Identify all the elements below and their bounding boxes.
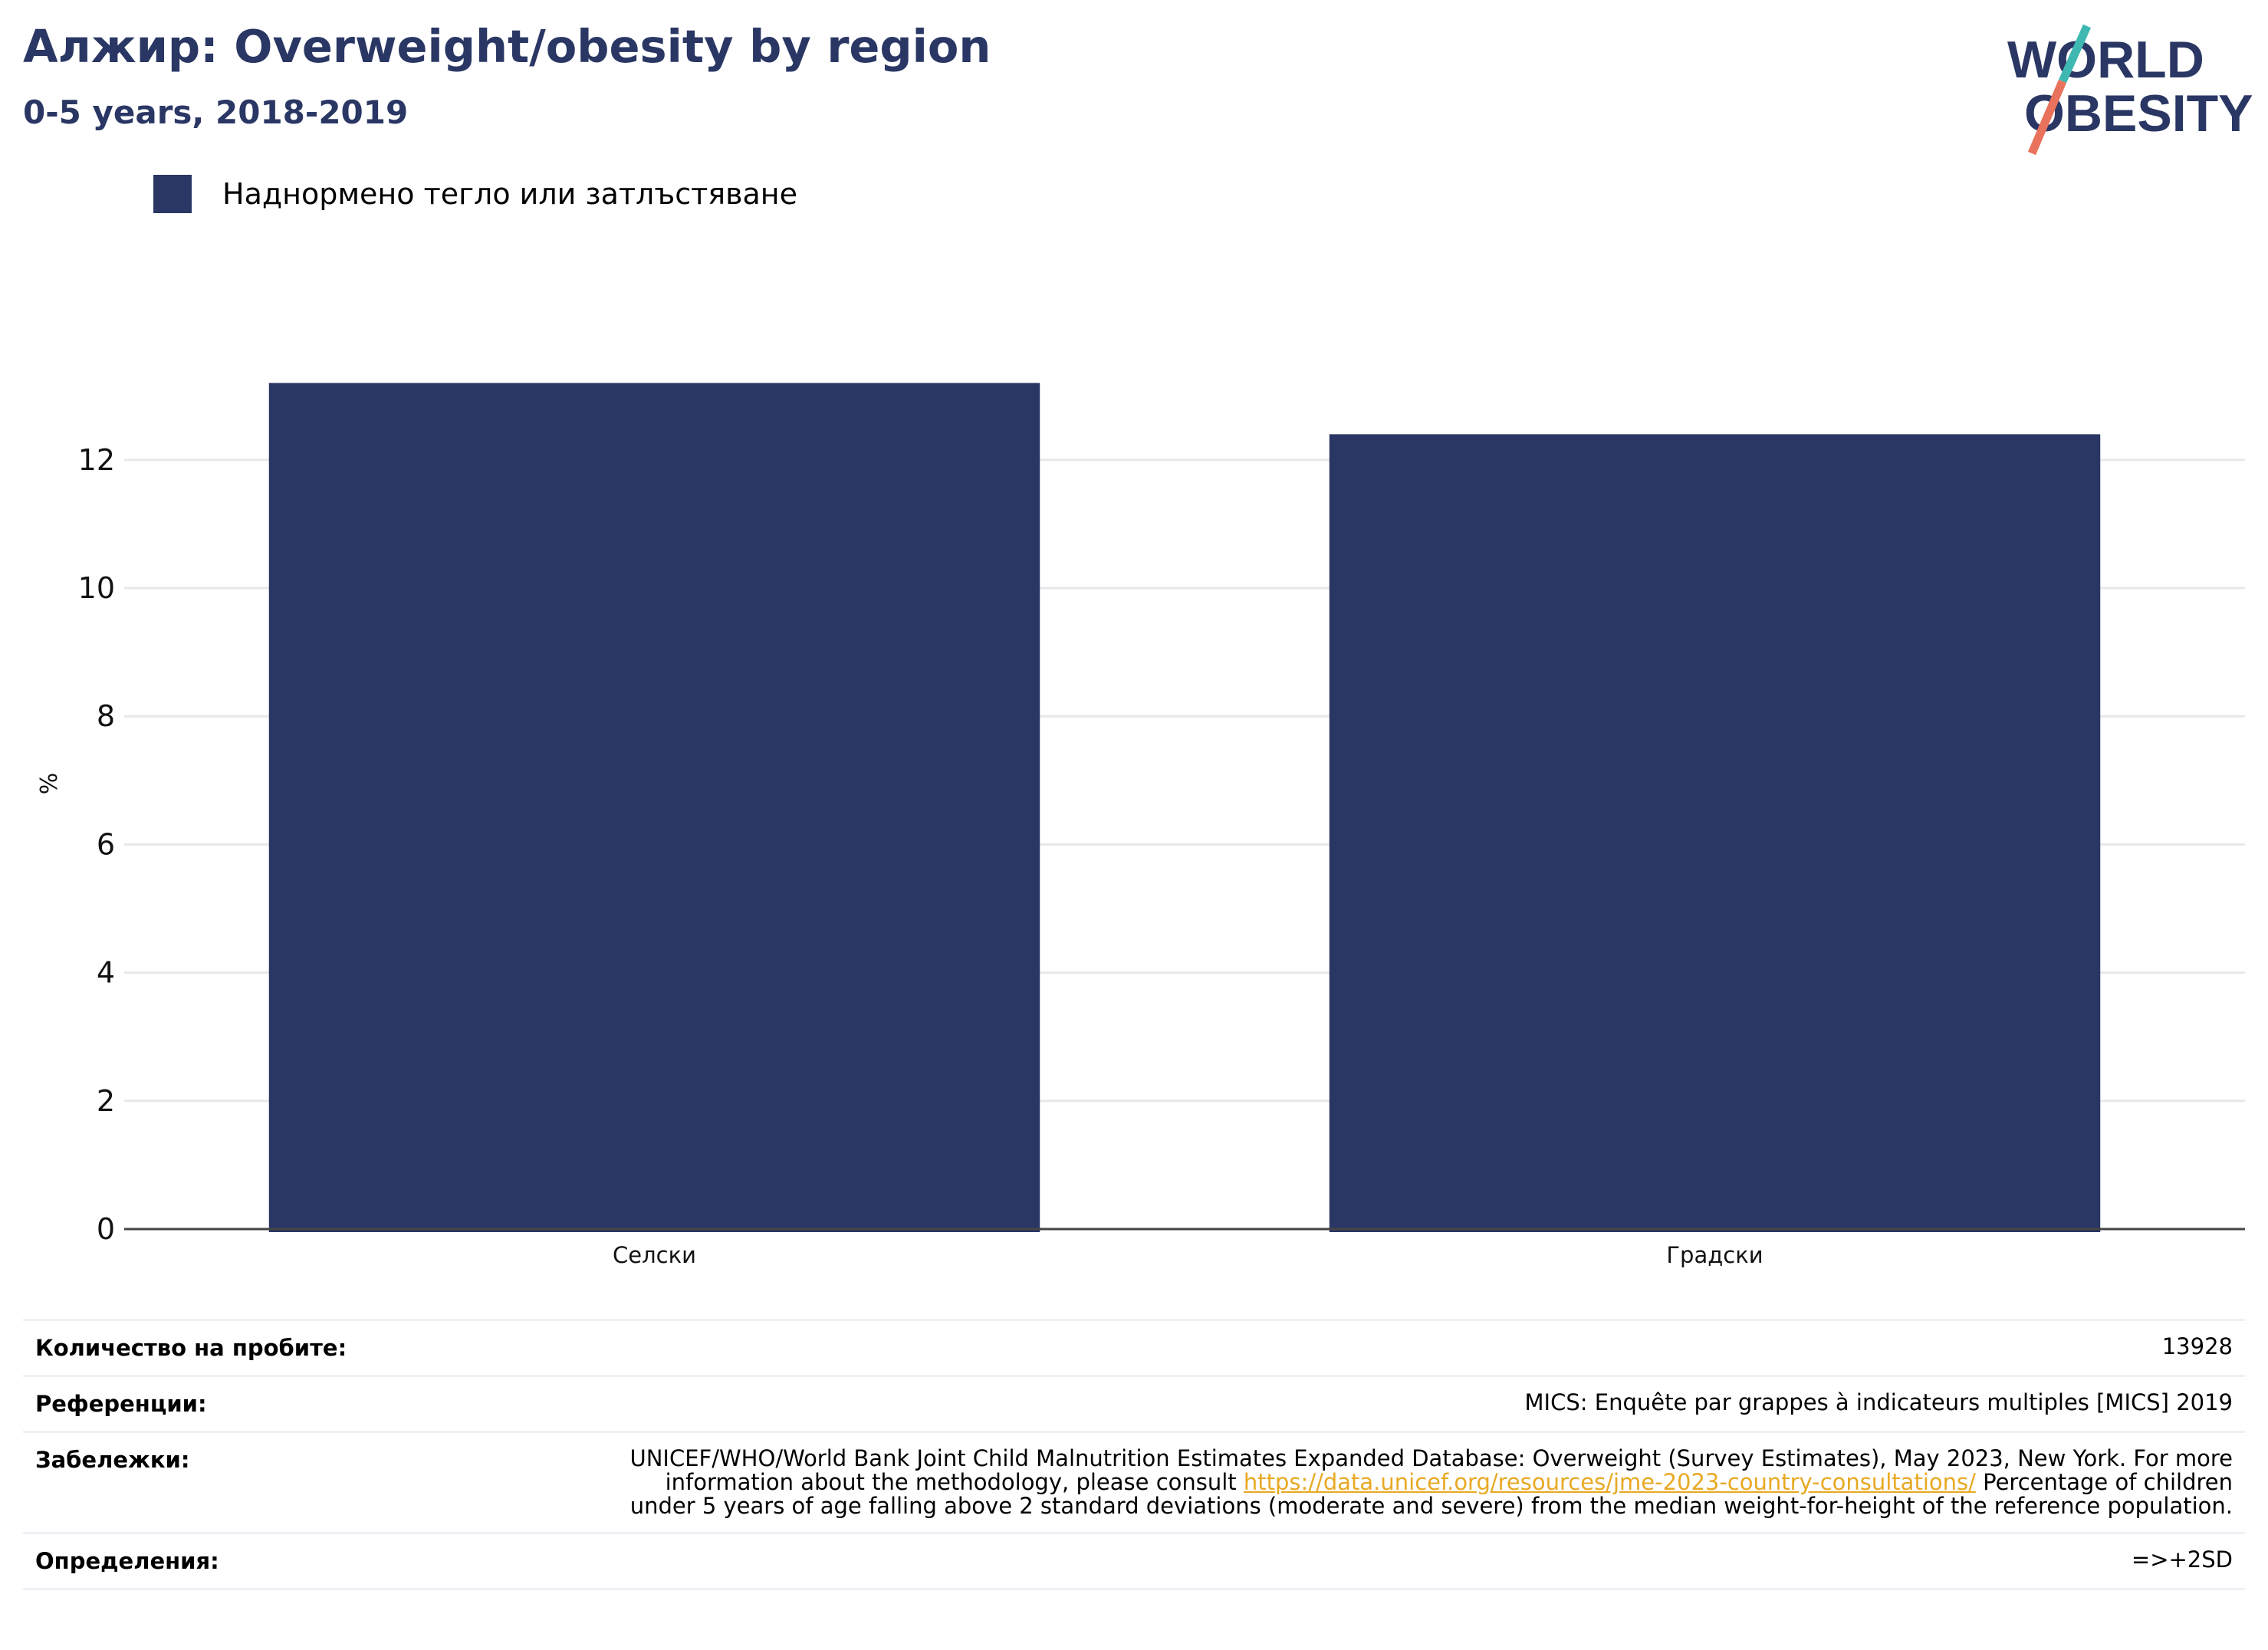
sample-size-label: Количество на пробите: [35,1335,347,1361]
y-tick-label: 6 [97,827,115,861]
remarks-value: UNICEF/WHO/World Bank Joint Child Malnut… [607,1447,2233,1518]
y-tick-label: 4 [97,956,115,990]
remarks-label: Забележки: [35,1447,190,1473]
y-tick-label: 12 [78,443,115,477]
remarks-text-before: UNICEF/WHO/World Bank Joint Child Malnut… [629,1445,2233,1495]
y-axis-label: % [36,773,63,795]
references-value: MICS: Enquête par grappes à indicateurs … [1524,1389,2233,1415]
remarks-row: Забележки: UNICEF/WHO/World Bank Joint C… [23,1431,2245,1532]
sample-size-row: Количество на пробите: 13928 [23,1319,2245,1375]
y-tick-label: 10 [78,571,115,605]
remarks-text-after: Percentage of children under 5 years of … [629,1469,2233,1519]
y-tick-label: 0 [97,1212,115,1246]
x-tick-label: Селски [613,1242,696,1268]
bar-chart: 0 2 4 6 8 10 12% Селски Градски [36,383,2245,1268]
sample-size-value: 13928 [2161,1333,2233,1359]
references-row: Референции: MICS: Enquête par grappes à … [23,1375,2245,1431]
chart-subtitle: 0-5 years, 2018-2019 [23,94,409,131]
chart-title: Алжир: Overweight/obesity by region [23,20,991,73]
bar-2 [1329,434,2101,1232]
legend-swatch [153,175,192,213]
legend: Наднормено тегло или затлъстяване [153,175,797,213]
legend-label: Наднормено тегло или затлъстяване [222,177,797,211]
x-tick-label: Градски [1666,1242,1763,1268]
definitions-value: =>+2SD [2131,1546,2233,1573]
svg-text:OBESITY: OBESITY [2024,84,2253,143]
references-label: Референции: [35,1391,207,1417]
definitions-row: Определения: =>+2SD [23,1532,2245,1590]
y-tick-label: 8 [97,699,115,733]
y-tick-label: 2 [97,1084,115,1118]
world-obesity-logo: WORLD OBESITY [2007,24,2253,156]
notes-table: Количество на пробите: 13928 Референции:… [23,1319,2245,1590]
definitions-label: Определения: [35,1548,219,1574]
methodology-link[interactable]: https://data.unicef.org/resources/jme-20… [1243,1469,1976,1495]
bar-1 [268,383,1040,1233]
svg-text:WORLD: WORLD [2007,31,2204,89]
